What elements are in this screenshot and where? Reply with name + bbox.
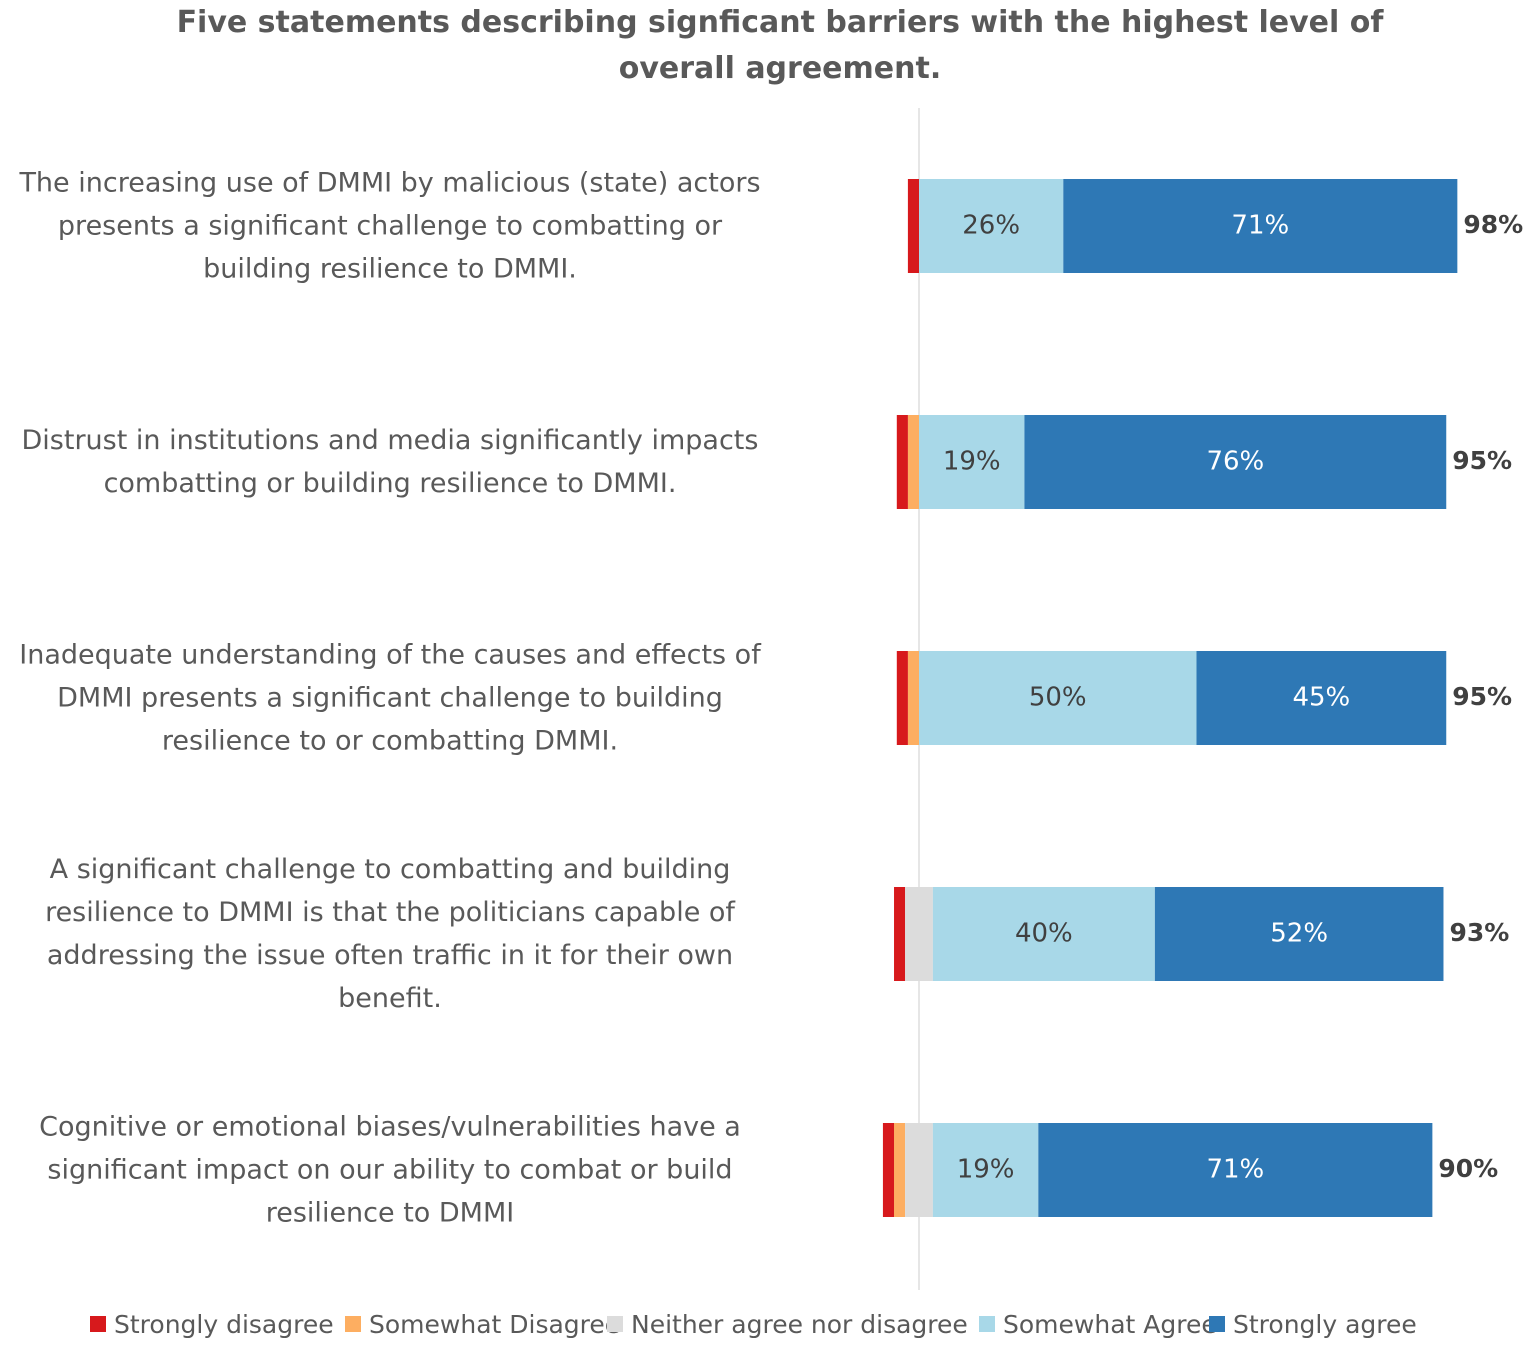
bar-segment [907,651,919,745]
data-label: 50% [1029,683,1087,713]
legend-label: Neither agree nor disagree [631,1310,968,1339]
total-label: 90% [1438,1154,1498,1183]
total-label: 95% [1452,446,1512,475]
legend-swatch [90,1316,106,1332]
data-label: 26% [962,211,1020,241]
category-label: Cognitive or emotional biases/vulnerabil… [39,1111,741,1229]
legend-label: Somewhat Disagree [369,1310,620,1339]
bar-segment [919,651,1197,745]
bar-segment [1063,179,1458,273]
bar-segment [1196,651,1447,745]
legend-label: Strongly disagree [114,1310,334,1339]
legend-swatch [979,1316,995,1332]
chart-title: Five statements describing signficant ba… [176,5,1384,86]
bar-segment [882,1123,895,1217]
bar-segment [1024,415,1447,509]
total-label: 93% [1449,918,1509,947]
data-label: 40% [1015,919,1073,949]
legend-swatch [1209,1316,1225,1332]
category-label: A significant challenge to combatting an… [45,854,735,1014]
legend-swatch [345,1316,361,1332]
bar-segment [894,887,906,981]
bar-segment [907,415,919,509]
category-label: The increasing use of DMMI by malicious … [19,167,761,285]
bar-segment [932,1123,1039,1217]
data-label: 52% [1270,919,1328,949]
category-label: Inadequate understanding of the causes a… [19,639,761,757]
bar-segment [932,887,1155,981]
bar-segment [905,887,933,981]
legend-label: Strongly agree [1233,1310,1417,1339]
legend-swatch [607,1316,623,1332]
bar-segment [1038,1123,1433,1217]
bar-segment [905,1123,933,1217]
bar-segment [896,651,908,745]
total-label: 95% [1452,682,1512,711]
bar-segment [919,179,1064,273]
bar-segment [919,415,1025,509]
data-label: 19% [943,447,1001,477]
data-label: 45% [1292,683,1350,713]
data-label: 76% [1206,447,1264,477]
legend-label: Somewhat Agree [1003,1310,1217,1339]
bar-segment [896,415,908,509]
data-label: 71% [1231,211,1289,241]
data-label: 71% [1206,1155,1264,1185]
bar-segment [1154,887,1444,981]
bar-segment [907,179,919,273]
total-label: 98% [1463,210,1523,239]
category-label: Distrust in institutions and media signi… [21,425,759,499]
data-label: 19% [957,1155,1015,1185]
bar-segment [894,1123,906,1217]
